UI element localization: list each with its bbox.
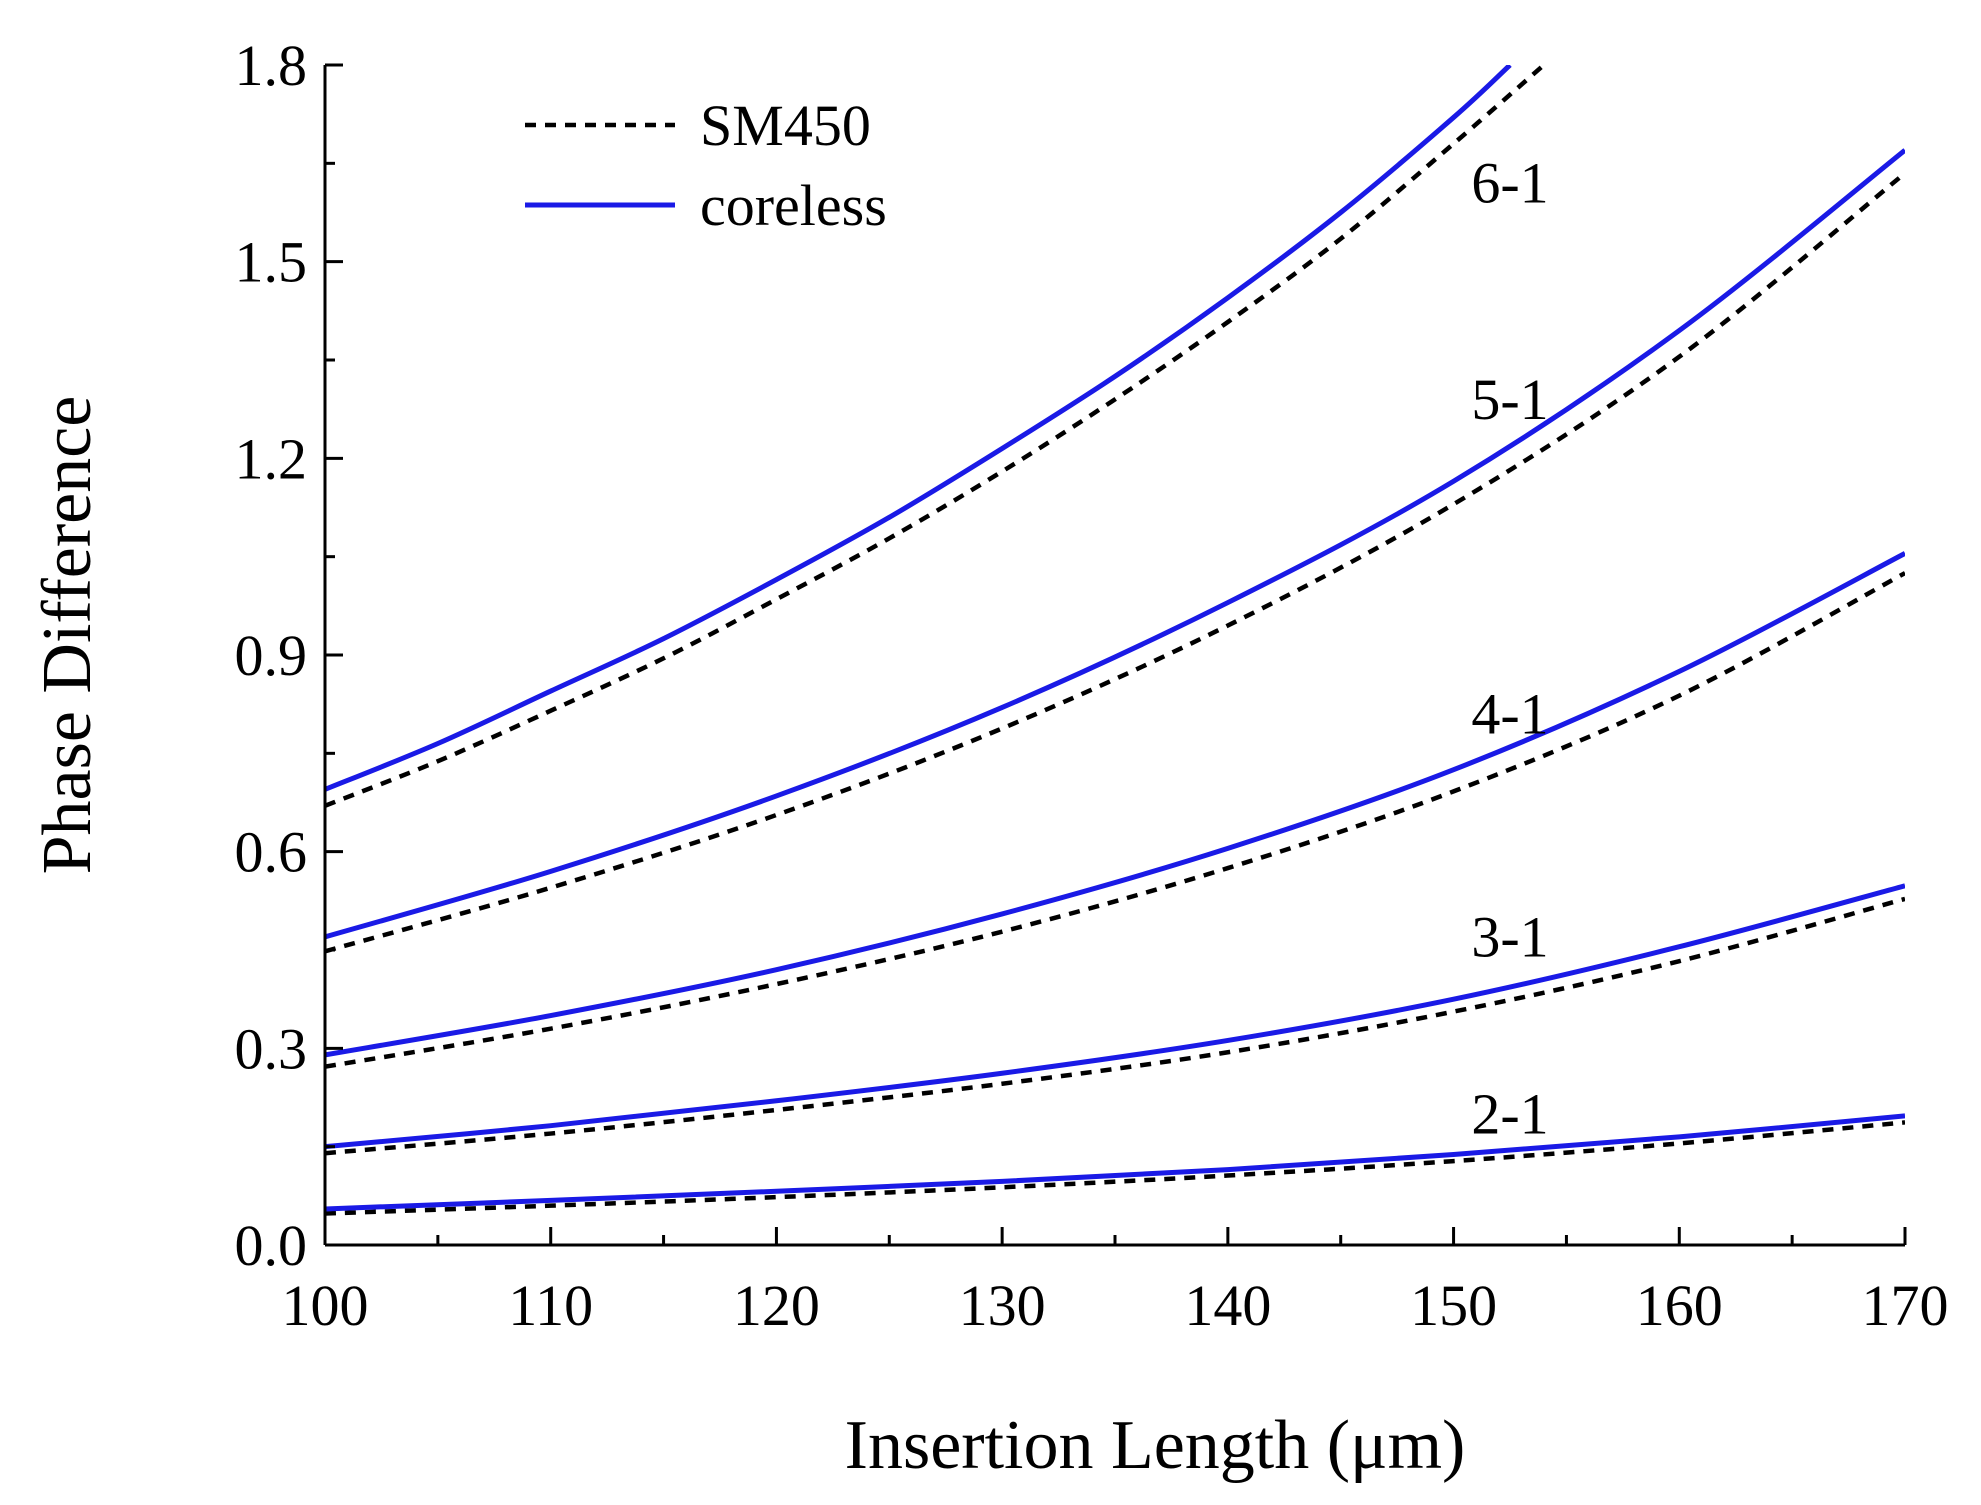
x-tick-label: 110 <box>508 1273 593 1338</box>
y-tick-label: 0.3 <box>235 1016 308 1081</box>
series-line-coreless-3-1 <box>325 883 1905 1150</box>
y-tick-label: 1.5 <box>235 230 308 295</box>
series-line-sm450-2-1 <box>325 1120 1905 1216</box>
y-tick-label: 1.8 <box>235 33 308 98</box>
x-axis-title: Insertion Length (μm) <box>845 1407 1466 1484</box>
ticks-layer: 100 110 120 130 140 150 160 170 0.0 0.3 0.6 0.9 1.2 1… <box>235 33 1949 1338</box>
curve-label-6-1: 6-1 <box>1471 151 1548 216</box>
labels-layer: Insertion Length (μm) Phase Difference 6-1… <box>29 151 1549 1484</box>
series-line-sm450-6-1 <box>325 65 1546 808</box>
y-axis-title: Phase Difference <box>29 396 106 875</box>
x-tick-label: 170 <box>1862 1273 1949 1338</box>
y-tick-label: 0.9 <box>235 623 308 688</box>
series-line-sm450-4-1 <box>325 571 1905 1069</box>
y-tick-label: 1.2 <box>235 426 308 491</box>
curve-label-5-1: 5-1 <box>1471 367 1548 432</box>
curve-label-2-1: 2-1 <box>1471 1082 1548 1147</box>
series-line-coreless-4-1 <box>325 551 1905 1058</box>
legend-label-sm450: SM450 <box>700 93 871 158</box>
x-tick-label: 130 <box>959 1273 1046 1338</box>
legend-label-coreless: coreless <box>700 173 887 238</box>
series-line-sm450-3-1 <box>325 896 1905 1156</box>
x-tick-label: 140 <box>1184 1273 1271 1338</box>
curve-label-4-1: 4-1 <box>1471 682 1548 747</box>
y-tick-label: 0.6 <box>235 820 308 885</box>
x-tick-label: 120 <box>733 1273 820 1338</box>
series-line-coreless-5-1 <box>325 148 1905 940</box>
series-line-coreless-6-1 <box>325 65 1512 792</box>
series-line-sm450-5-1 <box>325 171 1905 954</box>
curve-label-3-1: 3-1 <box>1471 905 1548 970</box>
legend: SM450 coreless <box>525 93 887 238</box>
y-tick-label: 0.0 <box>235 1213 308 1278</box>
curves-layer <box>325 65 1905 1216</box>
series-line-coreless-2-1 <box>325 1113 1905 1212</box>
x-tick-label: 150 <box>1410 1273 1497 1338</box>
x-tick-label: 160 <box>1636 1273 1723 1338</box>
x-tick-label: 100 <box>282 1273 369 1338</box>
